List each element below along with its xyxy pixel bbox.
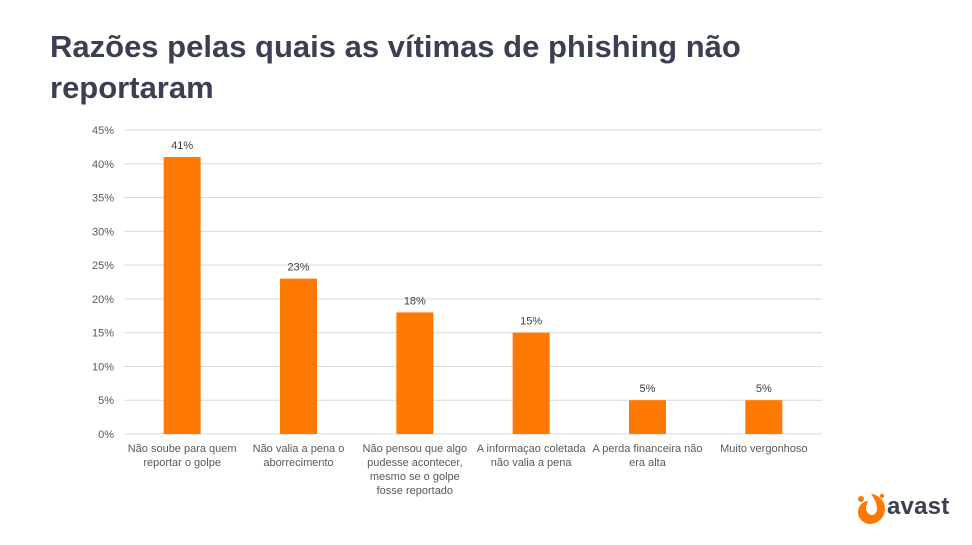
avast-logo-text: avast (887, 493, 950, 520)
data-label: 5% (756, 383, 772, 395)
x-tick-label: Não soube para quem reportar o golpe (127, 443, 237, 469)
avast-logo-icon: a (858, 493, 885, 524)
x-tick-label: Muito vergonhoso (720, 443, 808, 455)
y-tick-label: 30% (92, 226, 114, 238)
y-tick-label: 15% (92, 328, 114, 340)
bar (745, 400, 783, 434)
bar (163, 157, 201, 434)
y-tick-label: 10% (92, 361, 114, 373)
x-tick-label: Não pensou que algo pudesse acontecer, m… (362, 443, 468, 497)
bar (512, 332, 550, 434)
bar (629, 400, 666, 434)
data-label: 5% (640, 383, 656, 395)
data-label: 18% (404, 295, 426, 307)
y-tick-label: 40% (92, 159, 114, 171)
data-label: 23% (287, 262, 309, 274)
y-tick-label: 5% (98, 395, 114, 407)
x-tick-label: A informaçao coletada não valia a pena (476, 443, 586, 469)
y-tick-label: 0% (98, 429, 114, 441)
y-tick-label: 45% (92, 125, 114, 137)
data-label: 15% (520, 316, 542, 328)
y-tick-label: 20% (92, 294, 114, 306)
x-tick-label: Não valia a pena o aborrecimento (252, 443, 345, 469)
chart-title: Razões pelas quais as vítimas de phishin… (50, 29, 741, 105)
data-label: 41% (171, 140, 193, 152)
svg-text:a: a (868, 503, 875, 517)
x-tick-label: A perda financeira não era alta (592, 443, 703, 469)
y-tick-label: 35% (92, 193, 114, 205)
bar (396, 312, 434, 434)
bar (280, 278, 317, 434)
y-tick-label: 25% (92, 260, 114, 272)
